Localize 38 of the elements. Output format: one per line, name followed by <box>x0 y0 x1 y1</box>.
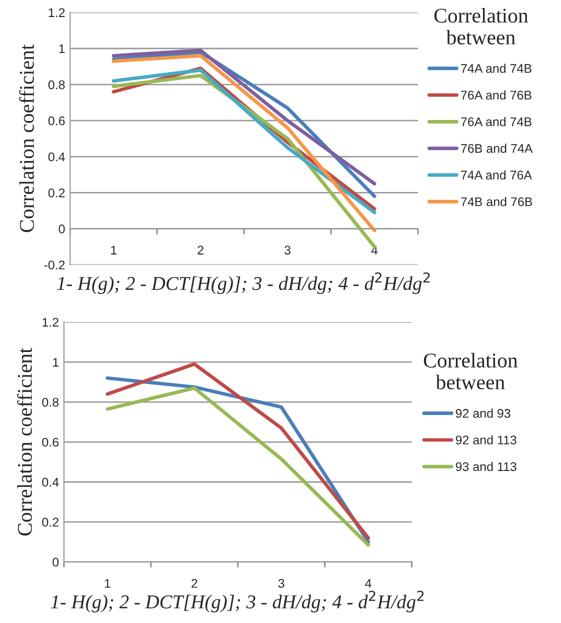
legend-label: 74B and 76B <box>461 196 532 206</box>
y-tick-label: 1 <box>59 44 65 54</box>
x-axis-title: 1- H(g); 2 - DCT[H(g)]; 3 - dH/dg; 4 - d$^{2}$H/dg$^{2}$ <box>50 590 424 612</box>
x-tick-label: 1 <box>104 579 110 588</box>
legend-label: 76A and 76B <box>461 90 532 100</box>
y-tick-label: 1.2 <box>48 8 65 17</box>
legend-title: Correlation between <box>424 352 518 390</box>
x-tick-label: 3 <box>278 578 284 588</box>
legend-label: 92 and 113 <box>456 435 516 444</box>
y-tick-label: 0.8 <box>48 80 65 90</box>
x-tick-label: 2 <box>192 578 198 588</box>
y-tick-label: 0 <box>52 558 59 567</box>
legend-label: 76B and 74A <box>461 144 533 153</box>
legend-label: 74A and 76A <box>461 170 532 180</box>
y-axis-title: Correlation coefficient <box>17 348 32 536</box>
y-tick-label: 1.2 <box>42 318 58 327</box>
legend-label: 76A and 74B <box>461 117 532 126</box>
y-tick-label: 0.2 <box>48 188 65 198</box>
x-tick-label: 4 <box>365 579 372 588</box>
y-tick-label: 0.8 <box>42 398 59 407</box>
y-tick-label: 0 <box>58 224 65 234</box>
legend-label: 92 and 93 <box>456 408 510 418</box>
line-series <box>112 54 376 232</box>
x-tick-label: 2 <box>198 246 204 254</box>
y-tick-label: 0.6 <box>42 438 59 447</box>
legend-label: 74A and 74B <box>461 64 532 73</box>
y-tick-label: 1 <box>53 358 58 367</box>
y-tick-label: 0.4 <box>42 478 59 487</box>
y-tick-label: 0.2 <box>42 518 58 527</box>
y-axis-title: Correlation coefficient <box>19 44 34 232</box>
x-axis-title: 1- H(g); 2 - DCT[H(g)]; 3 - dH/dg; 4 - d$^{2}$H/dg$^{2}$ <box>57 272 430 294</box>
x-tick-label: 3 <box>284 246 290 255</box>
y-tick-label: 0.6 <box>48 116 65 126</box>
y-tick-label: -0.2 <box>44 260 65 270</box>
legend-label: 93 and 113 <box>456 462 516 472</box>
legend-title: Correlation between <box>434 8 528 44</box>
x-tick-label: 1 <box>111 246 116 254</box>
y-tick-label: 0.4 <box>48 152 65 162</box>
